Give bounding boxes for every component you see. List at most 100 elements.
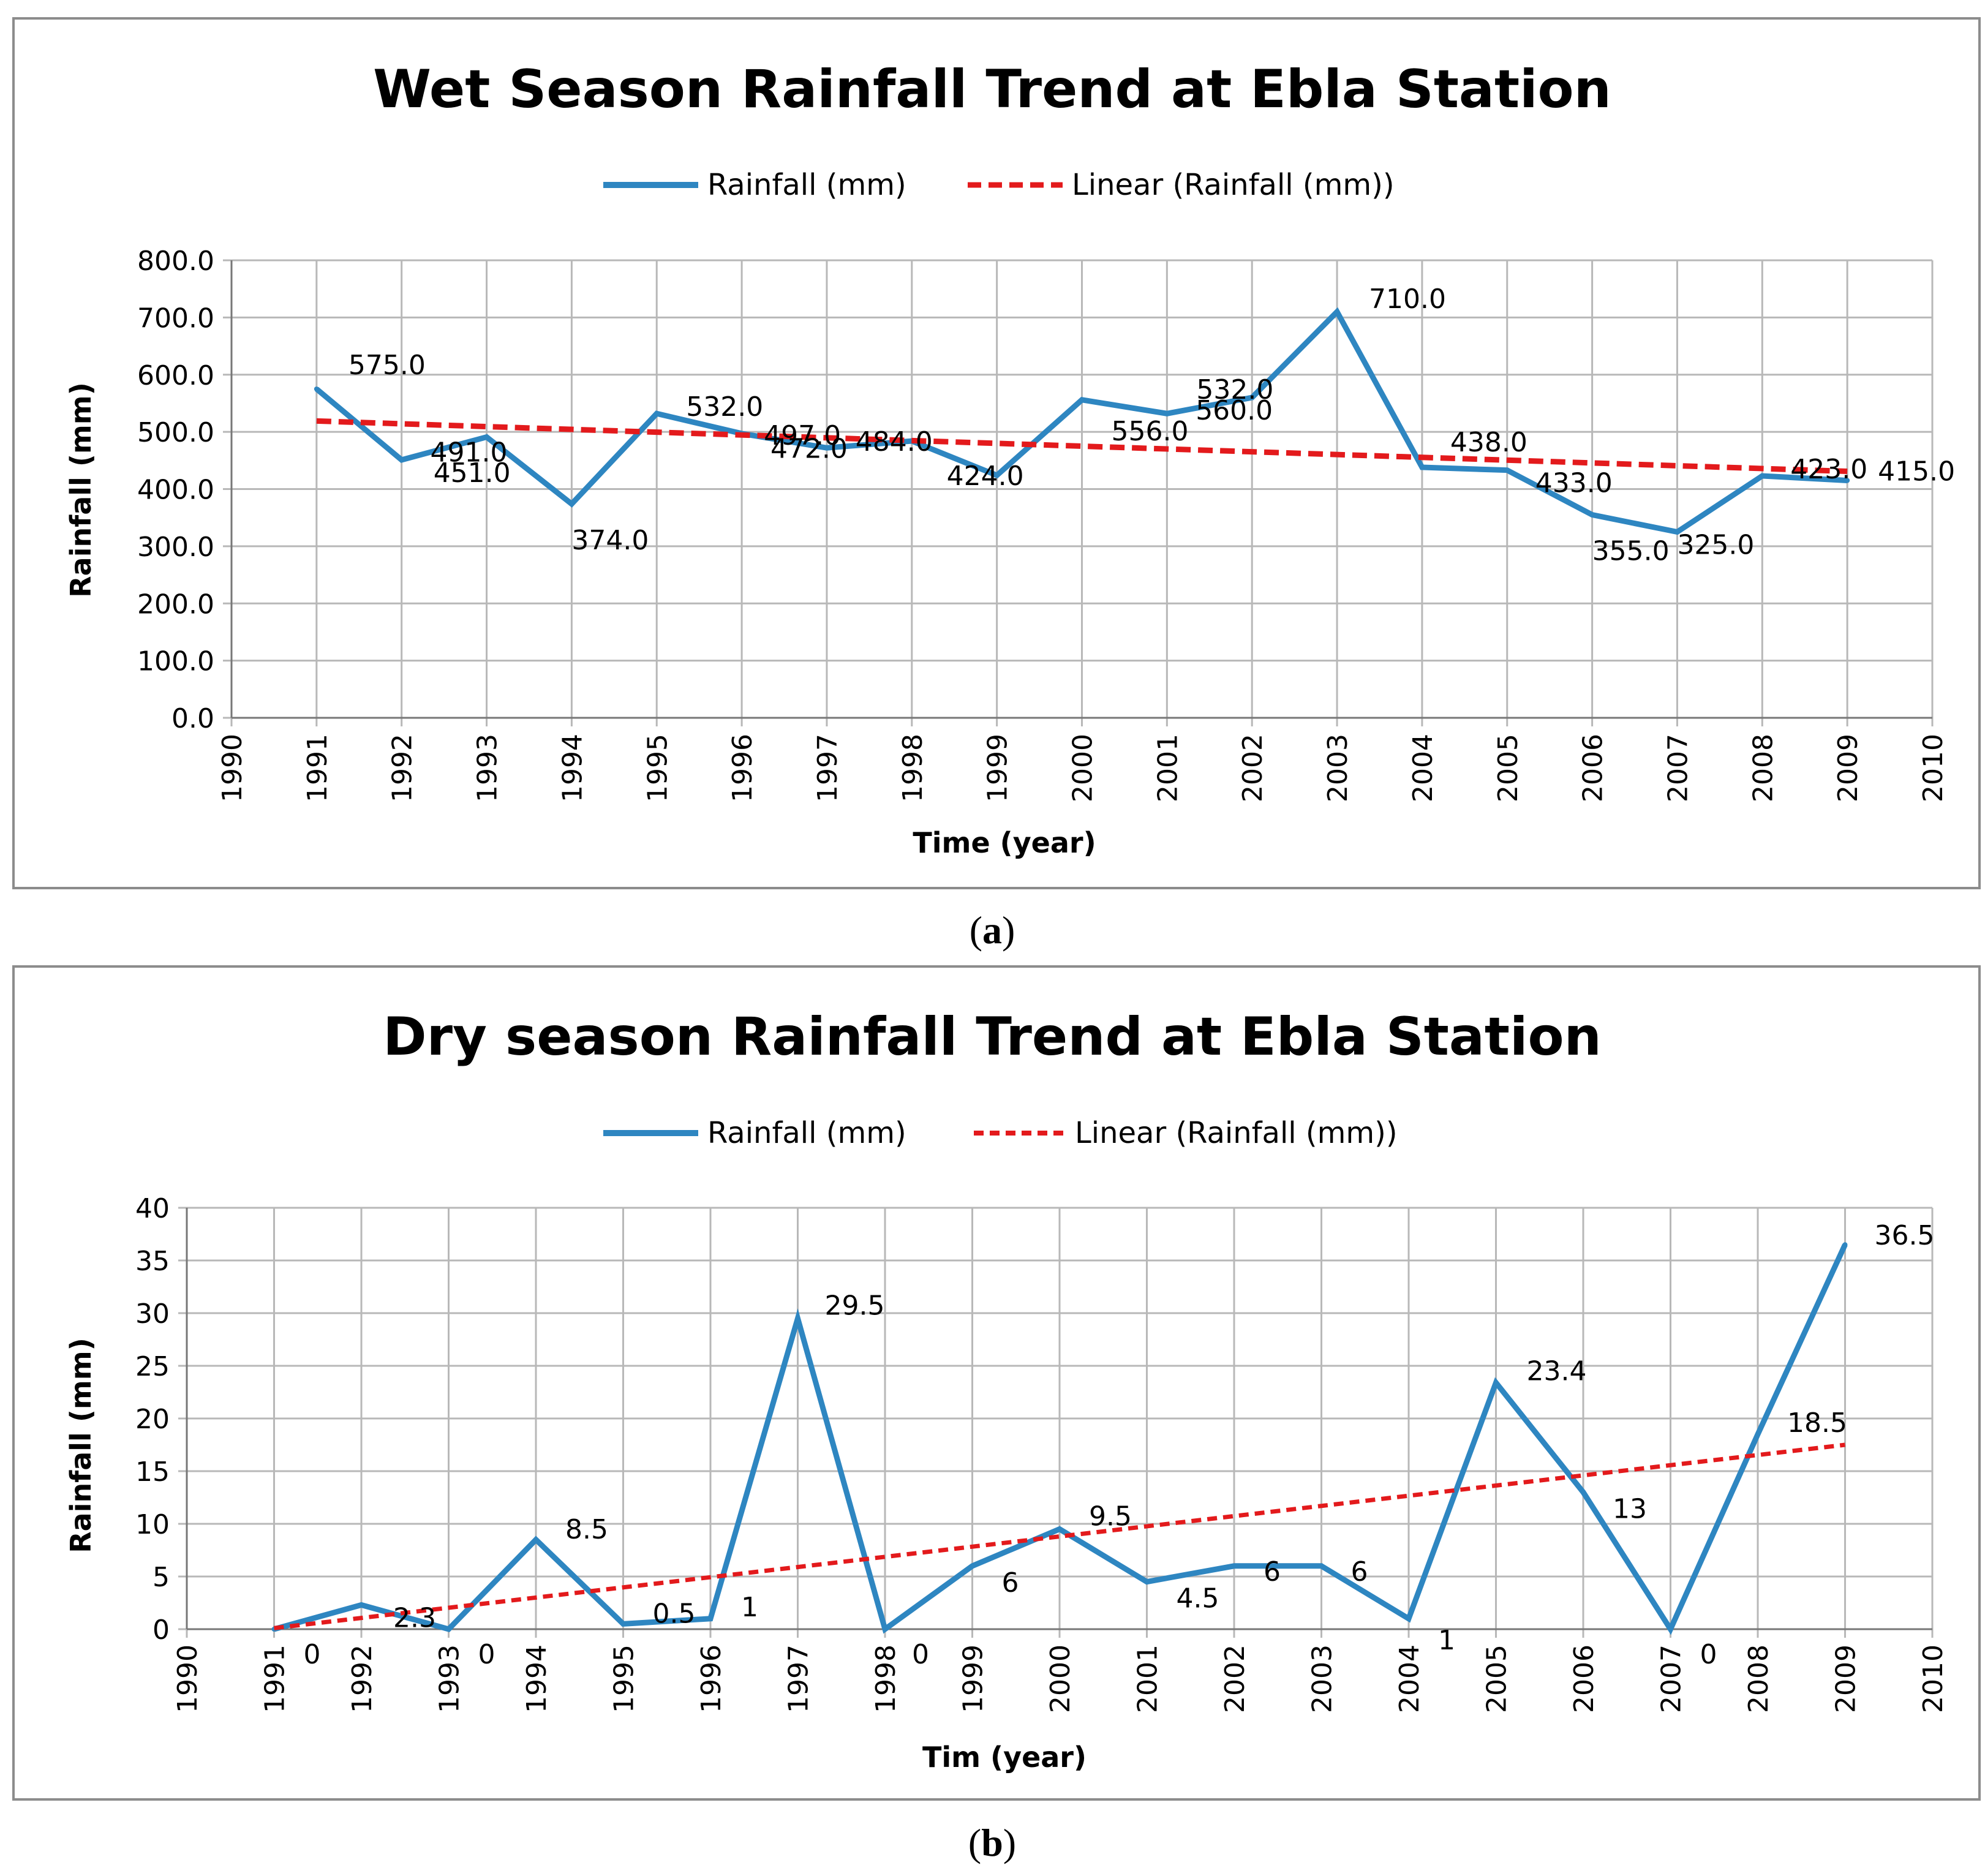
chart-b-data-point bbox=[1493, 1380, 1499, 1385]
chart-b-data-label: 13 bbox=[1613, 1493, 1647, 1524]
chart-a-data-point bbox=[1845, 478, 1850, 483]
chart-b-data-point bbox=[1057, 1526, 1062, 1532]
chart-a-data-label: 710.0 bbox=[1369, 284, 1446, 315]
chart-a-data-point bbox=[824, 445, 829, 451]
chart-a-data-label: 556.0 bbox=[1112, 416, 1189, 447]
chart-b-data-point bbox=[1144, 1579, 1150, 1584]
chart-b-xtick-label: 2009 bbox=[1831, 1644, 1862, 1713]
chart-a-caption-letter: a bbox=[982, 908, 1002, 952]
chart-a-data-point bbox=[399, 457, 404, 462]
chart-a-data-label: 532.0 bbox=[686, 391, 763, 423]
svg-text:(a): (a) bbox=[970, 908, 1015, 952]
chart-a-data-point bbox=[314, 386, 319, 392]
chart-b-ytick-label: 30 bbox=[135, 1298, 170, 1330]
chart-b-title: Dry season Rainfall Trend at Ebla Statio… bbox=[383, 1006, 1602, 1068]
chart-b-data-label: 6 bbox=[1002, 1567, 1019, 1599]
chart-b-xtick-label: 2004 bbox=[1394, 1644, 1425, 1713]
chart-b-ytick-label: 15 bbox=[135, 1456, 170, 1488]
chart-b-data-point bbox=[1232, 1563, 1237, 1569]
chart-a-data-label: 423.0 bbox=[1790, 454, 1867, 485]
chart-b-data-label: 0.5 bbox=[653, 1598, 696, 1629]
chart-a-xtick-label: 1995 bbox=[642, 734, 673, 802]
chart-a-xtick-label: 1992 bbox=[387, 734, 418, 802]
chart-a-data-point bbox=[1249, 395, 1255, 401]
chart-a-ytick-label: 300.0 bbox=[137, 532, 214, 563]
chart-b-xtick-label: 1991 bbox=[260, 1644, 291, 1713]
chart-a-xtick-label: 2003 bbox=[1322, 734, 1354, 802]
chart-a-ytick-label: 600.0 bbox=[137, 360, 214, 391]
chart-a-data-label: 560.0 bbox=[1196, 395, 1273, 426]
chart-b-data-label: 0 bbox=[1700, 1639, 1717, 1670]
chart-b-data-point bbox=[533, 1537, 538, 1542]
chart-b-xtick-label: 1994 bbox=[521, 1644, 552, 1713]
chart-a-data-point bbox=[1419, 465, 1425, 470]
chart-a-ytick-label: 0.0 bbox=[171, 703, 214, 734]
chart-a-data-label: 424.0 bbox=[947, 461, 1024, 492]
chart-b-xtick-label: 1996 bbox=[696, 1644, 727, 1713]
chart-a-data-point bbox=[1760, 473, 1765, 479]
chart-b-data-label: 4.5 bbox=[1177, 1583, 1219, 1614]
chart-a-xtick-label: 2002 bbox=[1237, 734, 1268, 802]
chart-a-xtick-label: 2006 bbox=[1578, 734, 1609, 802]
chart-a-plot: 0.0 100.0 200.0 300.0 400.0 500.0 600.0 700.0 80… bbox=[137, 246, 1955, 802]
chart-a-xtick-label: 2004 bbox=[1407, 734, 1439, 802]
chart-a-ytick-label: 400.0 bbox=[137, 475, 214, 506]
chart-b-xtick-label: 2010 bbox=[1918, 1644, 1949, 1713]
chart-a-ytick-label: 700.0 bbox=[137, 303, 214, 334]
chart-a-xtick-label: 2005 bbox=[1493, 734, 1524, 802]
chart-a-xtick-label: 1999 bbox=[982, 734, 1014, 802]
chart-b-xtick-label: 2008 bbox=[1743, 1644, 1774, 1713]
chart-a-legend-series-label: Rainfall (mm) bbox=[707, 168, 906, 202]
chart-a-xtick-label: 2001 bbox=[1152, 734, 1183, 802]
chart-a-legend: Rainfall (mm) Linear (Rainfall (mm)) bbox=[603, 168, 1395, 202]
chart-b-data-point bbox=[970, 1563, 975, 1569]
chart-a-data-point bbox=[1164, 411, 1170, 416]
chart-b-data-label: 9.5 bbox=[1089, 1501, 1132, 1532]
chart-a-ytick-label: 800.0 bbox=[137, 246, 214, 277]
chart-b-ytick-label: 0 bbox=[153, 1614, 170, 1646]
chart-a-xtick-label: 2000 bbox=[1068, 734, 1099, 802]
chart-b-data-point bbox=[1755, 1431, 1760, 1437]
chart-a-xtick-label: 1990 bbox=[217, 734, 248, 802]
chart-b-data-label: 6 bbox=[1351, 1556, 1368, 1588]
chart-b-xtick-label: 2005 bbox=[1482, 1644, 1513, 1713]
chart-a-data-label: 532.0 bbox=[1196, 374, 1273, 405]
chart-b-data-label: 1 bbox=[741, 1592, 758, 1623]
chart-a-ylabel: Rainfall (mm) bbox=[64, 382, 97, 598]
chart-b-ytick-label: 25 bbox=[135, 1351, 170, 1382]
chart-a-data-point bbox=[1674, 529, 1680, 535]
chart-b-data-label: 0 bbox=[304, 1639, 321, 1670]
chart-b-xtick-label: 1997 bbox=[783, 1644, 815, 1713]
chart-a-data-point bbox=[1079, 397, 1085, 402]
chart-b-data-label: 18.5 bbox=[1787, 1407, 1847, 1439]
chart-a-ytick-label: 200.0 bbox=[137, 589, 214, 620]
chart-b-legend-trend-label: Linear (Rainfall (mm)) bbox=[1075, 1116, 1398, 1150]
chart-a-data-label: 451.0 bbox=[434, 458, 511, 489]
chart-a-xlabel: Time (year) bbox=[913, 826, 1096, 859]
chart-b-data-point bbox=[795, 1316, 800, 1321]
chart-b-data-point bbox=[1668, 1627, 1673, 1632]
chart-a-title: Wet Season Rainfall Trend at Ebla Statio… bbox=[373, 59, 1611, 120]
chart-b-xtick-label: 1995 bbox=[609, 1644, 640, 1713]
chart-b-xtick-label: 2001 bbox=[1132, 1644, 1164, 1713]
chart-a-data-label: 575.0 bbox=[348, 350, 426, 381]
chart-a-ytick-label: 100.0 bbox=[137, 646, 214, 677]
chart-a-xtick-label: 1993 bbox=[472, 734, 503, 802]
chart-a-caption: (a) bbox=[970, 908, 1015, 952]
chart-b-trendline bbox=[274, 1442, 1845, 1630]
chart-a-trendline bbox=[316, 418, 1848, 475]
chart-a-xtick-label: 1997 bbox=[812, 734, 843, 802]
chart-a-data-label: 491.0 bbox=[431, 437, 508, 469]
chart-b-ytick-label: 5 bbox=[153, 1562, 170, 1593]
svg-text:(b): (b) bbox=[968, 1821, 1016, 1864]
chart-b-ytick-label: 10 bbox=[135, 1509, 170, 1540]
chart-b-caption: (b) bbox=[968, 1821, 1016, 1864]
chart-b-xtick-label: 1993 bbox=[434, 1644, 465, 1713]
chart-b-data-point bbox=[446, 1627, 451, 1632]
chart-a-xtick-label: 2009 bbox=[1832, 734, 1864, 802]
chart-b-data-label: 6 bbox=[1264, 1556, 1281, 1588]
chart-b-xtick-label: 2000 bbox=[1045, 1644, 1076, 1713]
chart-b-legend: Rainfall (mm) Linear (Rainfall (mm)) bbox=[603, 1116, 1398, 1150]
chart-a-xtick-label: 2008 bbox=[1747, 734, 1779, 802]
